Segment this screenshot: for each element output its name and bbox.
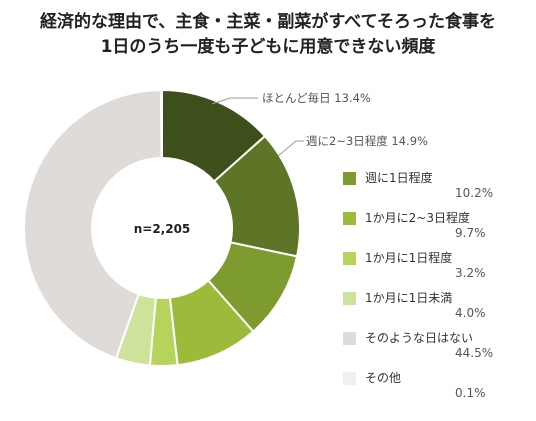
legend: 週に1日程度 10.2% 1か月に2~3日程度 9.7% 1か月に1日程度 3.… bbox=[343, 168, 533, 408]
legend-label-6: その他 bbox=[365, 371, 402, 385]
legend-swatch-6 bbox=[343, 372, 356, 385]
annotation-2: 週に2~3日程度 14.9% bbox=[306, 134, 428, 148]
annotation-leader-2 bbox=[277, 140, 304, 157]
legend-item-2: 1か月に2~3日程度 9.7% bbox=[343, 208, 533, 248]
legend-value-5: 44.5% bbox=[455, 346, 494, 360]
legend-label-5: そのような日はない bbox=[365, 331, 474, 345]
center-label: n=2,205 bbox=[134, 222, 191, 236]
chart-title-line-1: 経済的な理由で、主食・主菜・副菜がすべてそろった食事を bbox=[40, 12, 496, 32]
annotation-1: ほとんど毎日 13.4% bbox=[262, 91, 371, 105]
slice-8 bbox=[160, 88, 163, 160]
legend-value-1: 10.2% bbox=[455, 186, 494, 200]
legend-swatch-4 bbox=[343, 292, 356, 305]
legend-swatch-1 bbox=[343, 172, 356, 185]
legend-label-4: 1か月に1日未満 bbox=[365, 291, 453, 305]
slice-7 bbox=[23, 88, 163, 360]
legend-value-3: 3.2% bbox=[455, 266, 486, 280]
legend-swatch-5 bbox=[343, 332, 356, 345]
legend-item-1: 週に1日程度 10.2% bbox=[343, 168, 533, 208]
donut-slices bbox=[23, 88, 301, 367]
legend-label-1: 週に1日程度 bbox=[365, 171, 433, 185]
legend-swatch-3 bbox=[343, 252, 356, 265]
legend-label-3: 1か月に1日程度 bbox=[365, 251, 453, 265]
legend-item-6: その他 0.1% bbox=[343, 368, 533, 408]
chart-title-line-2: 1日のうち一度も子どもに用意できない頻度 bbox=[100, 37, 436, 57]
legend-swatch-2 bbox=[343, 212, 356, 225]
legend-value-4: 4.0% bbox=[455, 306, 486, 320]
legend-value-6: 0.1% bbox=[455, 386, 486, 400]
legend-item-3: 1か月に1日程度 3.2% bbox=[343, 248, 533, 288]
legend-value-2: 9.7% bbox=[455, 226, 486, 240]
legend-item-4: 1か月に1日未満 4.0% bbox=[343, 288, 533, 328]
chart-title: 経済的な理由で、主食・主菜・副菜がすべてそろった食事を 1日のうち一度も子どもに… bbox=[0, 10, 536, 60]
legend-label-2: 1か月に2~3日程度 bbox=[365, 211, 470, 225]
legend-item-5: そのような日はない 44.5% bbox=[343, 328, 533, 368]
annotation-leader-1 bbox=[211, 97, 258, 105]
